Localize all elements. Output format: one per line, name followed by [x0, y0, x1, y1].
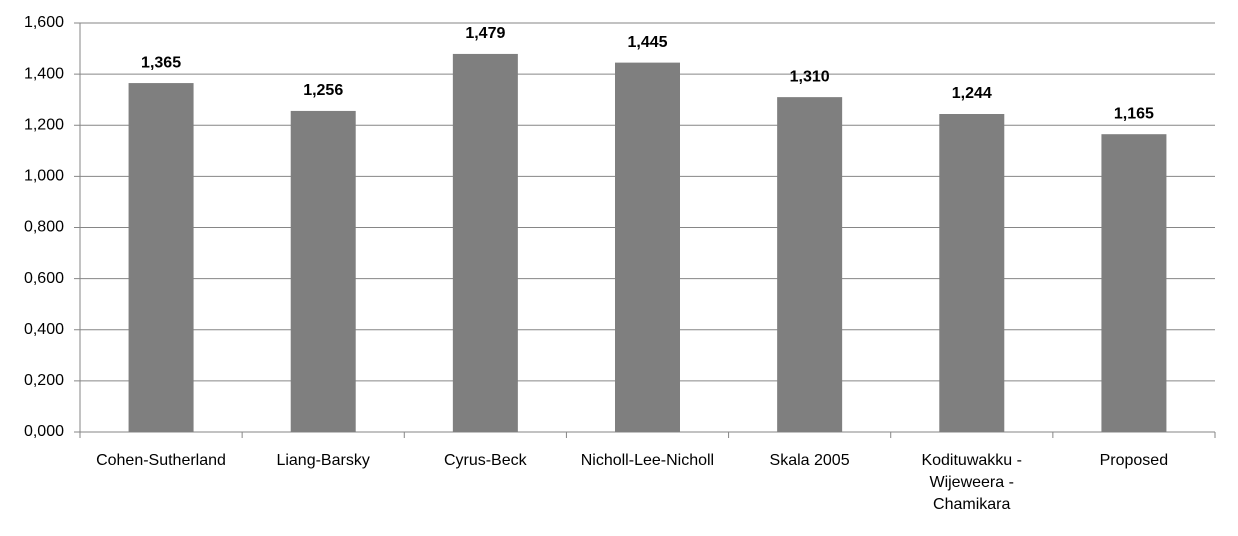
y-tick-label: 1,400: [24, 65, 64, 82]
x-tick-label: Kodituwakku - Wijeweera - Chamikara: [921, 452, 1022, 513]
x-tick-label: Cohen-Sutherland: [96, 452, 226, 469]
bar: [777, 97, 843, 432]
bar: [452, 53, 518, 432]
value-label: 1,365: [141, 54, 181, 71]
bar: [1101, 134, 1167, 432]
y-tick-label: 0,200: [24, 372, 64, 389]
bar: [939, 114, 1005, 432]
bar: [128, 83, 194, 433]
value-label: 1,244: [952, 85, 992, 102]
bar: [615, 62, 680, 432]
value-label: 1,165: [1114, 105, 1154, 122]
x-tick-label: Cyrus-Beck: [443, 452, 527, 469]
x-tick-label: Liang-Barsky: [276, 452, 370, 469]
y-tick-label: 1,200: [24, 116, 64, 133]
y-tick-label: 1,000: [24, 168, 64, 185]
x-tick-label: Nicholl-Lee-Nicholl: [580, 452, 715, 469]
y-tick-label: 0,400: [24, 321, 64, 338]
y-tick-label: 0,800: [24, 219, 64, 236]
x-tick-label: Proposed: [1099, 452, 1169, 469]
value-label: 1,479: [465, 25, 505, 42]
value-label: 1,445: [627, 34, 667, 51]
x-tick-label: Skala 2005: [769, 452, 850, 469]
y-tick-label: 1,600: [24, 14, 64, 31]
value-label: 1,310: [790, 68, 830, 85]
y-tick-label: 0,000: [24, 423, 64, 440]
value-label: 1,256: [303, 82, 343, 99]
y-tick-label: 0,600: [24, 270, 64, 287]
bar: [290, 110, 356, 432]
